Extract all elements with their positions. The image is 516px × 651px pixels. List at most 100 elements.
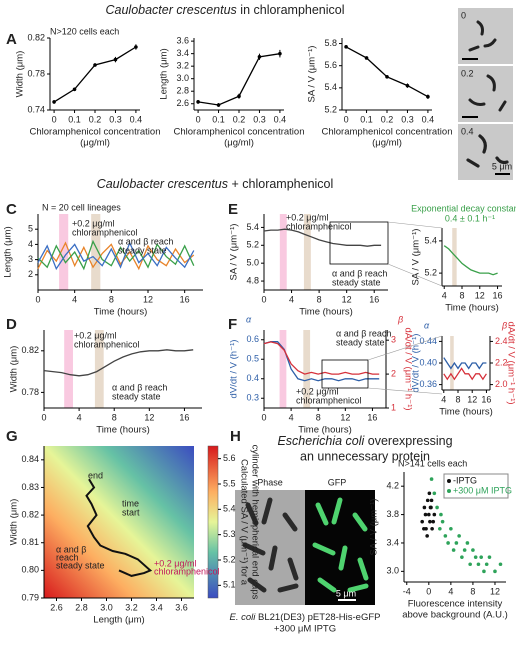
y-axis-label: Width (μm) [9, 346, 20, 393]
legend-label: +300 μM IPTG [453, 485, 512, 495]
x-axis-label: Time (hours) [439, 407, 493, 418]
annotation: α and β reach [118, 236, 173, 246]
panel-label: E [228, 201, 238, 218]
x-tick-label: 0.3 [401, 114, 414, 124]
annotation: end [88, 470, 103, 480]
colorbar-label: Calculated SA / V (μm⁻¹) for a [238, 459, 249, 586]
colorbar-tick-label: 5.5 [223, 478, 236, 488]
zoom-line [387, 221, 443, 229]
line [43, 349, 194, 377]
scale-label: 5 μm [492, 161, 512, 171]
y-tick-label: 0.40 [419, 357, 437, 367]
inset-frame [329, 221, 389, 265]
point [422, 505, 427, 510]
marker [344, 45, 348, 49]
marker [278, 51, 282, 56]
y-tick-label: 0.4 [246, 373, 259, 383]
y-axis-label: Width (μm) [9, 499, 20, 546]
y-tick-label: 5 [28, 224, 33, 234]
panel-label: G [6, 428, 18, 445]
x-tick-label: 4 [448, 586, 453, 596]
point [449, 526, 453, 531]
point [482, 569, 486, 574]
point [432, 491, 437, 496]
x-axis-label: Chloramphenicol concentration [174, 127, 305, 138]
panel-label: F [228, 316, 237, 333]
x-tick-label: 12 [143, 294, 153, 304]
y-tick-label: 3.0 [176, 73, 189, 83]
shaded-region [450, 336, 454, 390]
y2-symbol: β [397, 314, 403, 324]
zoom-line [387, 263, 443, 287]
point [427, 512, 431, 517]
x-axis-label: above background (A.U.) [402, 610, 508, 621]
x-axis-label: (μg/ml) [372, 138, 402, 149]
point [431, 519, 436, 524]
x-tick-label: 8 [109, 294, 114, 304]
annotation: chloramphenicol [296, 395, 362, 405]
x-tick-label: 0.3 [109, 114, 122, 124]
marker [405, 83, 410, 88]
x-tick-label: 12 [342, 294, 352, 304]
point [465, 541, 470, 545]
cell [466, 134, 509, 168]
point [484, 562, 489, 567]
x-tick-label: 0.1 [68, 114, 81, 124]
scale-label: 5 μm [336, 588, 356, 598]
point [422, 526, 426, 531]
y-axis-label: Length (μm) [3, 226, 14, 277]
shaded-region [91, 214, 101, 290]
point [432, 512, 437, 517]
cell [468, 74, 507, 112]
y-tick-label: 3 [28, 254, 33, 264]
y-tick-label: 0.36 [419, 379, 437, 389]
micrograph-label: GFP [328, 477, 347, 487]
x-tick-label: 2.6 [50, 602, 63, 612]
colorbar-tick-label: 5.6 [223, 453, 236, 463]
y-tick-label: 3.0 [386, 566, 399, 576]
y2-axis-label: dA/dt / V (μm⁻¹ h⁻¹) [505, 321, 516, 404]
y-tick-label: 2.6 [176, 98, 189, 108]
shaded-region [279, 330, 287, 408]
point [473, 555, 478, 559]
x-tick-label: 0 [261, 294, 266, 304]
y-tick-label: 0.6 [246, 334, 259, 344]
point [487, 555, 492, 559]
marker [134, 45, 138, 49]
x-tick-label: 12 [467, 394, 477, 404]
x-tick-label: 16 [179, 412, 189, 422]
point [439, 512, 443, 517]
y-axis-label: SA / V (μm⁻¹) [307, 46, 318, 103]
y-tick-label: 5.2 [324, 104, 337, 114]
y2-tick-label: 3 [391, 335, 396, 345]
marker [216, 103, 221, 107]
x-axis-label: (μg/ml) [80, 138, 110, 149]
annotation: steady state [56, 560, 105, 570]
annotation: N = 20 cell lineages [42, 202, 121, 212]
annotation: steady state [332, 277, 381, 287]
heading: Caulobacter crescentus in chloramphenico… [105, 3, 344, 17]
panel-label: C [6, 201, 17, 218]
x-tick-label: 4 [441, 394, 446, 404]
x-tick-label: 12 [340, 412, 350, 422]
legend-box [443, 473, 509, 499]
x-tick-label: 3.4 [150, 602, 163, 612]
y-tick-label: 0.82 [21, 509, 39, 519]
chart: 0.360.400.444812162.02.22.4dA/dt / V (μm… [411, 320, 516, 417]
point [440, 519, 445, 524]
x-tick-label: 0 [261, 412, 266, 422]
x-tick-label: 4 [289, 294, 294, 304]
annotation: steady state [118, 245, 167, 255]
chart: 2.6 2.8 3.0 3.2 3.4 3.6 0 0.1 0.2 0.3 0.4 Chloramph… [159, 36, 305, 149]
x-tick-label: 16 [481, 394, 491, 404]
x-tick-label: 2.8 [75, 602, 88, 612]
point [493, 569, 497, 574]
micrographs-b: 0 0.2 0.4 5 μm [458, 8, 513, 180]
x-tick-label: 8 [317, 294, 322, 304]
legend-label: -IPTG [453, 475, 477, 485]
annotation: α and β [56, 544, 86, 554]
y-symbol: α [246, 314, 252, 324]
x-tick-label: 12 [144, 412, 154, 422]
y-axis-label: dV/dt / V (h⁻¹) [229, 340, 240, 399]
